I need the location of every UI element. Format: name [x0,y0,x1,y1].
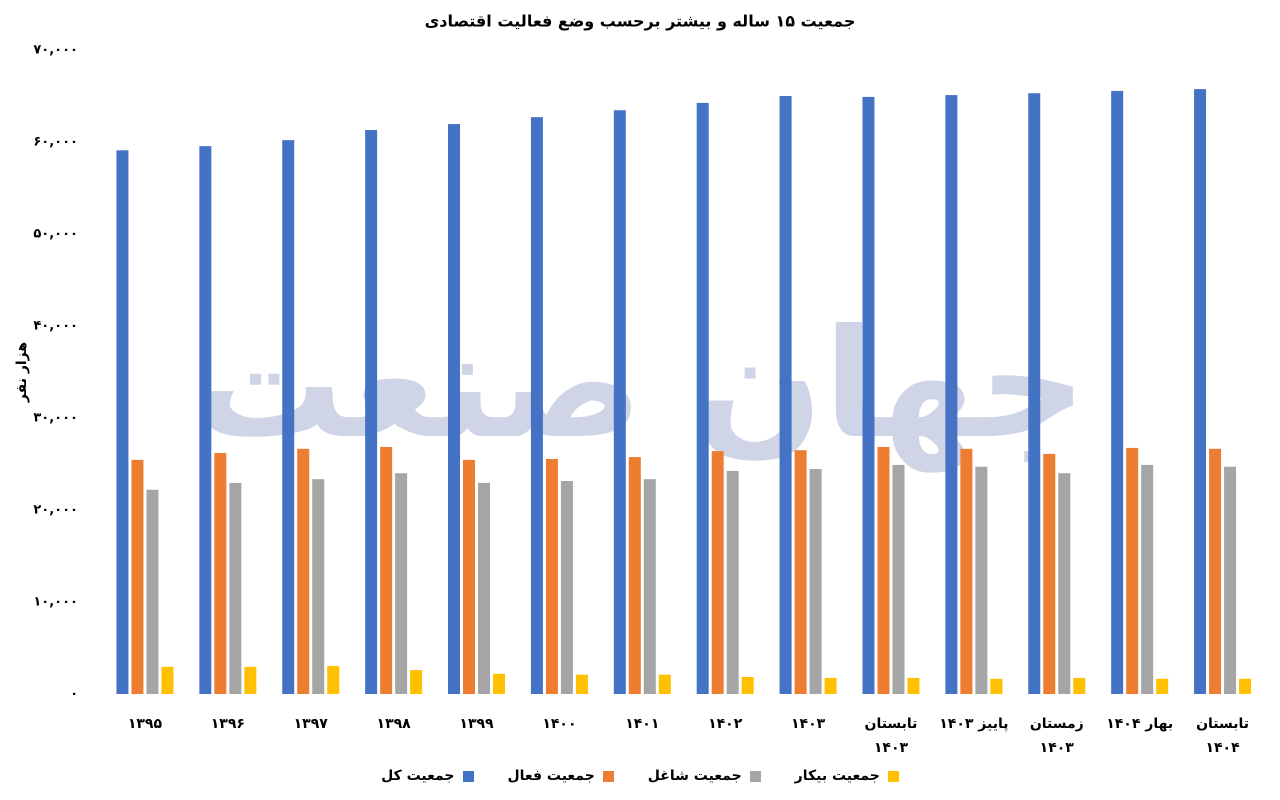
bar [380,446,393,694]
bar [1156,678,1169,694]
bar [975,466,988,694]
bar [824,677,837,694]
bar [658,674,671,694]
bar [560,481,573,694]
x-tick-label: ۱۳۹۹ [459,716,494,732]
bar [1073,677,1086,694]
bar [1111,90,1124,694]
legend-item: جمعیت بیکار [795,768,899,784]
bar [613,110,626,694]
y-axis-label: هزار نفر [14,342,30,403]
bar [395,473,408,694]
bar [1028,93,1041,695]
bar [1126,447,1139,694]
bar [478,482,491,694]
bar [410,670,423,694]
bar [877,446,890,694]
bar [990,678,1003,694]
x-tick-label: زمستان ۱۴۰۳ [1029,716,1084,756]
x-tick-label: تابستان ۱۴۰۴ [1196,716,1250,756]
bar [1224,466,1237,694]
bar [116,150,129,694]
bar [794,450,807,694]
y-tick-label: ۷۰,۰۰۰ [33,43,78,58]
legend-swatch [887,770,899,782]
y-tick-label: ۴۰,۰۰۰ [33,319,78,334]
legend-item: جمعیت کل [381,768,474,784]
bar [862,96,875,695]
bar [214,452,227,694]
bar [229,482,242,694]
bar [1194,89,1207,695]
bar [726,470,739,694]
bar [146,489,159,694]
y-tick-label: ۳۰,۰۰۰ [33,411,78,426]
bar [161,666,174,694]
y-tick-label: ۰ [70,687,78,702]
x-tick-label: ۱۳۹۵ [127,716,163,732]
legend-swatch [749,770,761,782]
bar [530,117,543,694]
legend-swatch [462,770,474,782]
bar [1209,448,1222,694]
legend: جمعیت کل جمعیت فعال جمعیت شاغل جمعیت بیکار [0,768,1280,784]
y-tick-label: ۲۰,۰۰۰ [33,503,78,518]
x-tick-label: پاییز ۱۴۰۳ [939,716,1009,732]
x-tick-label: ۱۴۰۱ [625,716,660,732]
bar [1043,453,1056,694]
bar [1058,473,1071,694]
y-tick-label: ۶۰,۰۰۰ [33,135,78,150]
bar [907,677,920,694]
bar [463,459,476,694]
legend-label: جمعیت بیکار [794,768,880,784]
chart-title: جمعیت ۱۵ ساله و بیشتر برحسب وضع فعالیت ا… [425,12,856,31]
legend-label: جمعیت شاغل [647,768,742,784]
bar [1141,464,1154,694]
y-tick-label: ۵۰,۰۰۰ [33,227,78,242]
bar [448,124,461,694]
y-tick-label: ۱۰,۰۰۰ [33,595,78,610]
bar [1239,678,1252,694]
bar [297,448,310,694]
bar [282,140,295,694]
bar [960,448,973,694]
bar [945,95,958,694]
x-tick-label: ۱۳۹۸ [376,716,411,732]
bar [779,96,792,694]
x-tick-label: بهار ۱۴۰۴ [1106,716,1174,732]
watermark: جهان صنعت [193,298,1086,473]
bar [809,469,822,694]
bar [643,479,656,694]
bar [545,458,558,694]
bar [365,130,378,695]
legend-label: جمعیت کل [381,768,455,784]
bar [327,665,340,694]
x-tick-label: تابستان ۱۴۰۳ [864,716,918,756]
bar [244,666,257,694]
x-tick-label: ۱۴۰۰ [542,716,577,732]
x-tick-label: ۱۳۹۶ [210,716,245,732]
legend-swatch [602,770,614,782]
bar [696,102,709,694]
bar [493,673,506,694]
bar [199,146,212,694]
legend-label: جمعیت فعال [507,768,595,784]
bar [628,457,641,694]
x-tick-label: ۱۳۹۷ [293,716,328,732]
legend-item: جمعیت شاغل [648,768,761,784]
x-tick-label: ۱۴۰۲ [708,716,743,732]
x-tick-label: ۱۴۰۳ [790,716,826,732]
bar [892,464,905,694]
legend-item: جمعیت فعال [508,768,614,784]
bar [312,479,325,694]
bar [575,674,588,694]
bar [131,459,144,694]
bar [741,676,754,694]
bar [711,451,724,694]
